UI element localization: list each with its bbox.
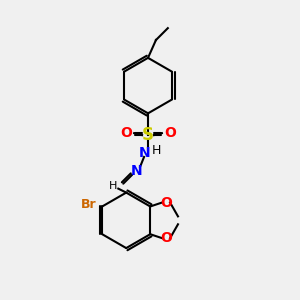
Text: O: O xyxy=(164,126,176,140)
Text: H: H xyxy=(151,145,160,158)
Text: N: N xyxy=(139,146,151,160)
Text: S: S xyxy=(142,126,154,144)
Text: N: N xyxy=(130,164,142,178)
Text: Br: Br xyxy=(80,198,96,211)
Text: H: H xyxy=(109,181,118,191)
Text: O: O xyxy=(160,196,172,209)
Text: O: O xyxy=(160,231,172,245)
Text: O: O xyxy=(120,126,132,140)
